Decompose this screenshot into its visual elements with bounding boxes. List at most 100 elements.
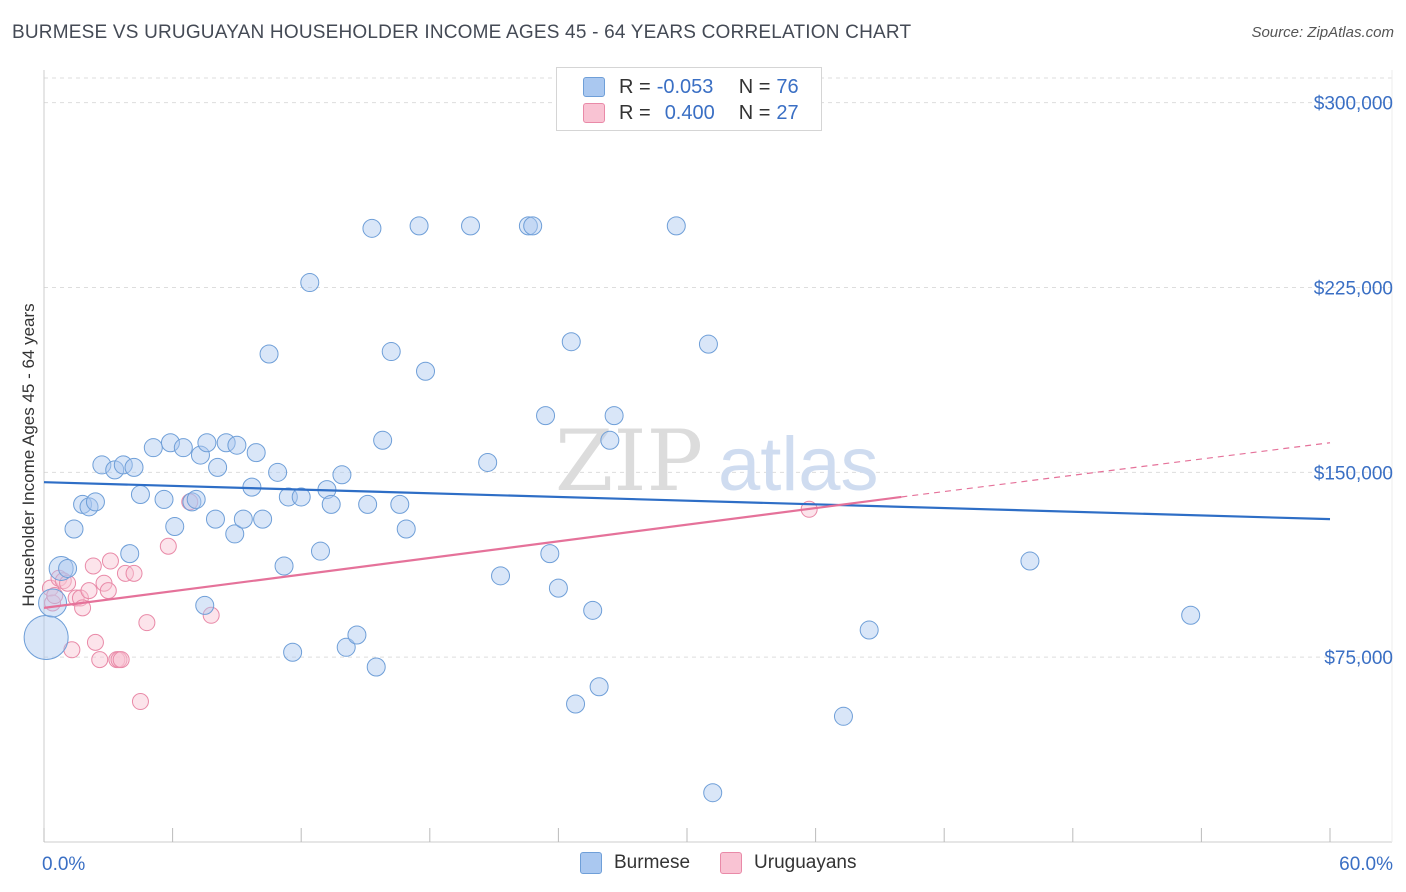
- burmese-point: [253, 509, 273, 529]
- burmese-point: [283, 642, 303, 662]
- burmese-point: [259, 344, 279, 364]
- burmese-point: [92, 455, 112, 475]
- burmese-point: [698, 334, 718, 354]
- legend-n-label: N =: [738, 101, 771, 124]
- burmese-point: [548, 578, 568, 598]
- bottom-legend-label: Uruguayans: [754, 852, 857, 873]
- burmese-point: [205, 509, 225, 529]
- burmese-point: [227, 435, 247, 455]
- uruguayan-point: [125, 564, 143, 582]
- burmese-point: [416, 361, 436, 381]
- burmese-point: [38, 588, 68, 618]
- burmese-point: [600, 430, 620, 450]
- burmese-point: [79, 497, 99, 517]
- uruguayan-point: [131, 693, 149, 711]
- burmese-point: [536, 406, 556, 426]
- watermark-zip: ZIP: [555, 412, 703, 510]
- uruguayan-point: [84, 557, 102, 575]
- burmese-point: [409, 216, 429, 236]
- burmese-point: [120, 544, 140, 564]
- burmese-point: [310, 541, 330, 561]
- burmese-point: [58, 558, 78, 578]
- trend-lines: [43, 442, 1331, 609]
- bottom-legend-label: Burmese: [614, 852, 691, 873]
- burmese-point: [566, 694, 586, 714]
- y-axis-label: Householder Income Ages 45 - 64 years: [19, 303, 38, 606]
- burmese-points: [23, 216, 1201, 803]
- tick-labels: $75,000 $150,000 $225,000 $300,000 0.0% 60.0%: [42, 94, 1393, 875]
- legend-swatch-uruguayans: [583, 103, 605, 123]
- legend-n-label: N =: [738, 75, 771, 98]
- bottom-legend-uruguayans[interactable]: Uruguayans: [720, 852, 856, 874]
- uruguayan-point: [116, 564, 134, 582]
- burmese-point: [336, 637, 356, 657]
- burmese-point: [589, 677, 609, 697]
- burmese-point: [1020, 551, 1040, 571]
- uruguayan-trend-line: [43, 495, 902, 609]
- burmese-point: [321, 494, 341, 514]
- burmese-point: [362, 218, 382, 238]
- legend-r-label: R =: [619, 75, 651, 98]
- uruguayan-point: [80, 582, 98, 600]
- burmese-point: [390, 494, 410, 514]
- uruguayan-point: [46, 587, 64, 605]
- burmese-point: [225, 524, 245, 544]
- y-tick-label: $300,000: [1314, 94, 1393, 115]
- burmese-point: [246, 443, 266, 463]
- legend-r-value: -0.053: [656, 75, 714, 98]
- legend-n-value: 76: [776, 75, 799, 98]
- burmese-point: [208, 457, 228, 477]
- burmese-point: [373, 430, 393, 450]
- burmese-point: [396, 519, 416, 539]
- legend-r-value: 0.400: [664, 101, 715, 124]
- source-label: Source: ZipAtlas.com: [1251, 24, 1394, 41]
- burmese-point: [85, 492, 105, 512]
- legend-row-burmese: R = -0.053 N = 76: [583, 75, 799, 99]
- burmese-point: [197, 433, 217, 453]
- x-tick-label-min: 0.0%: [42, 854, 85, 875]
- gridlines: [44, 77, 1392, 658]
- bottom-legend: Burmese Uruguayans: [580, 852, 886, 874]
- burmese-point: [165, 517, 185, 537]
- burmese-point: [291, 487, 311, 507]
- bottom-legend-burmese[interactable]: Burmese: [580, 852, 690, 874]
- uruguayan-point: [101, 552, 119, 570]
- burmese-point: [561, 332, 581, 352]
- uruguayan-point: [138, 614, 156, 632]
- burmese-point: [833, 706, 853, 726]
- burmese-point: [268, 462, 288, 482]
- legend-r-label: R =: [619, 101, 651, 124]
- burmese-point: [332, 465, 352, 485]
- burmese-point: [518, 216, 538, 236]
- burmese-point: [130, 485, 150, 505]
- burmese-trend-line: [43, 481, 1331, 521]
- bottom-legend-swatch-burmese: [580, 852, 602, 874]
- watermark-atlas: atlas: [718, 422, 879, 507]
- legend: R = -0.053 N = 76 R = 0.400 N = 27: [556, 67, 822, 131]
- burmese-point: [23, 614, 69, 660]
- uruguayan-point: [202, 606, 220, 624]
- burmese-point: [195, 595, 215, 615]
- burmese-point: [124, 457, 144, 477]
- burmese-point: [666, 216, 686, 236]
- burmese-point: [64, 519, 84, 539]
- legend-row-uruguayans: R = 0.400 N = 27: [583, 101, 799, 125]
- burmese-point: [461, 216, 481, 236]
- burmese-point: [540, 544, 560, 564]
- burmese-point: [190, 445, 210, 465]
- burmese-point: [703, 783, 723, 803]
- uruguayan-point: [91, 651, 109, 669]
- y-tick-label: $225,000: [1314, 278, 1393, 299]
- axes: [43, 70, 1393, 843]
- y-tick-label: $75,000: [1324, 648, 1393, 669]
- uruguayan-trend-extension: [901, 442, 1331, 498]
- uruguayan-point: [59, 574, 77, 592]
- burmese-point: [604, 406, 624, 426]
- burmese-point: [491, 566, 511, 586]
- y-tick-label: $150,000: [1314, 463, 1393, 484]
- uruguayan-point: [86, 633, 104, 651]
- burmese-point: [859, 620, 879, 640]
- burmese-point: [1181, 605, 1201, 625]
- burmese-point: [366, 657, 386, 677]
- burmese-point: [300, 273, 320, 293]
